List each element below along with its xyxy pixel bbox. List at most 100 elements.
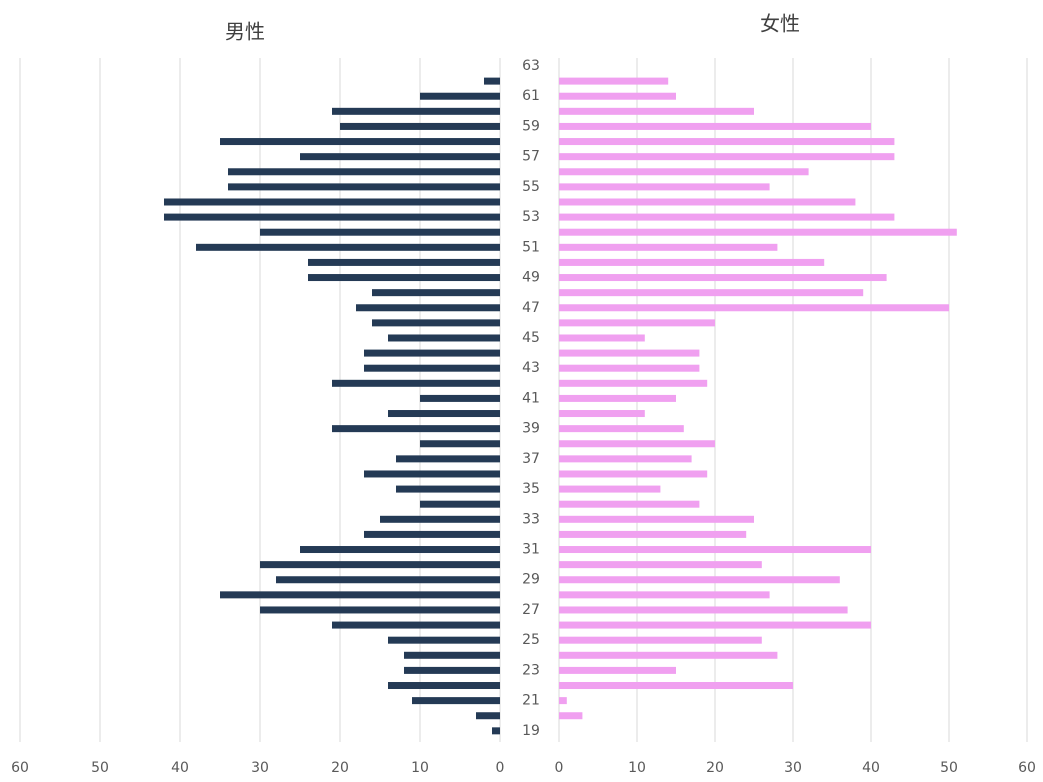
bar [372, 319, 500, 327]
bar [420, 440, 500, 448]
bar [559, 682, 793, 690]
y-tick-label: 23 [522, 662, 540, 678]
bar [364, 470, 500, 478]
bar [340, 122, 500, 130]
bar [559, 274, 887, 282]
bar [559, 455, 692, 463]
y-tick-label: 33 [522, 511, 540, 527]
chart-title: 男性 [225, 20, 265, 44]
bar [559, 697, 567, 705]
y-tick-label: 25 [522, 632, 540, 648]
x-tick-label: 10 [411, 760, 429, 776]
x-tick-label: 20 [706, 760, 724, 776]
bar [332, 379, 500, 387]
bar [196, 243, 500, 251]
bar [260, 228, 500, 236]
y-tick-label: 41 [522, 390, 540, 406]
x-tick-label: 60 [1018, 760, 1036, 776]
bar [559, 198, 856, 206]
bar [559, 576, 840, 584]
bar [332, 425, 500, 433]
bar [380, 515, 500, 523]
bar [388, 334, 500, 342]
x-tick-label: 30 [784, 760, 802, 776]
bar [420, 92, 500, 100]
x-tick-label: 30 [251, 760, 269, 776]
bar [308, 258, 500, 266]
bar [228, 183, 500, 191]
bar [559, 349, 700, 357]
bar [220, 591, 500, 599]
bar [559, 591, 770, 599]
y-tick-label: 53 [522, 209, 540, 225]
bar [476, 712, 500, 720]
bar [276, 576, 500, 584]
bar [559, 470, 708, 478]
bar [559, 304, 949, 312]
bar [420, 394, 500, 402]
bar [559, 334, 645, 342]
y-tick-label: 57 [522, 149, 540, 165]
x-tick-label: 0 [555, 760, 564, 776]
y-tick-label: 55 [522, 179, 540, 195]
bar [559, 364, 700, 372]
bar [559, 153, 895, 161]
bar [388, 682, 500, 690]
y-tick-label: 31 [522, 542, 540, 558]
bar [559, 243, 778, 251]
bar [332, 107, 500, 115]
bar [300, 546, 500, 554]
bar [388, 410, 500, 418]
bar [404, 666, 500, 674]
bar [559, 289, 864, 297]
bar [260, 606, 500, 614]
bar [308, 274, 500, 282]
x-tick-label: 50 [940, 760, 958, 776]
bar [364, 349, 500, 357]
bar [559, 666, 676, 674]
x-tick-label: 20 [331, 760, 349, 776]
bar [559, 500, 700, 508]
bar [228, 168, 500, 176]
bar [559, 485, 661, 493]
bar [559, 168, 809, 176]
bar [559, 440, 715, 448]
y-tick-label: 43 [522, 360, 540, 376]
bar [260, 561, 500, 569]
x-tick-label: 10 [628, 760, 646, 776]
bar [559, 546, 871, 554]
x-tick-label: 60 [11, 760, 29, 776]
bar [364, 364, 500, 372]
bar [559, 213, 895, 221]
bar [559, 621, 871, 629]
bar [559, 183, 770, 191]
bar [559, 122, 871, 130]
bar [364, 530, 500, 538]
bar [559, 379, 708, 387]
bar [559, 606, 848, 614]
bar [164, 213, 500, 221]
bar [332, 621, 500, 629]
bar [559, 319, 715, 327]
y-tick-label: 27 [522, 602, 540, 618]
y-tick-label: 47 [522, 300, 540, 316]
bar [372, 289, 500, 297]
bar [559, 77, 669, 85]
x-tick-label: 0 [496, 760, 505, 776]
x-tick-label: 40 [171, 760, 189, 776]
bar [396, 455, 500, 463]
bar [412, 697, 500, 705]
x-tick-label: 50 [91, 760, 109, 776]
y-tick-label: 49 [522, 270, 540, 286]
bar [404, 651, 500, 659]
bar [559, 561, 762, 569]
bar [559, 394, 676, 402]
bar [164, 198, 500, 206]
bar [559, 530, 747, 538]
bar [559, 92, 676, 100]
bar [559, 425, 684, 433]
bar [420, 500, 500, 508]
y-tick-label: 39 [522, 421, 540, 437]
bar [559, 515, 754, 523]
